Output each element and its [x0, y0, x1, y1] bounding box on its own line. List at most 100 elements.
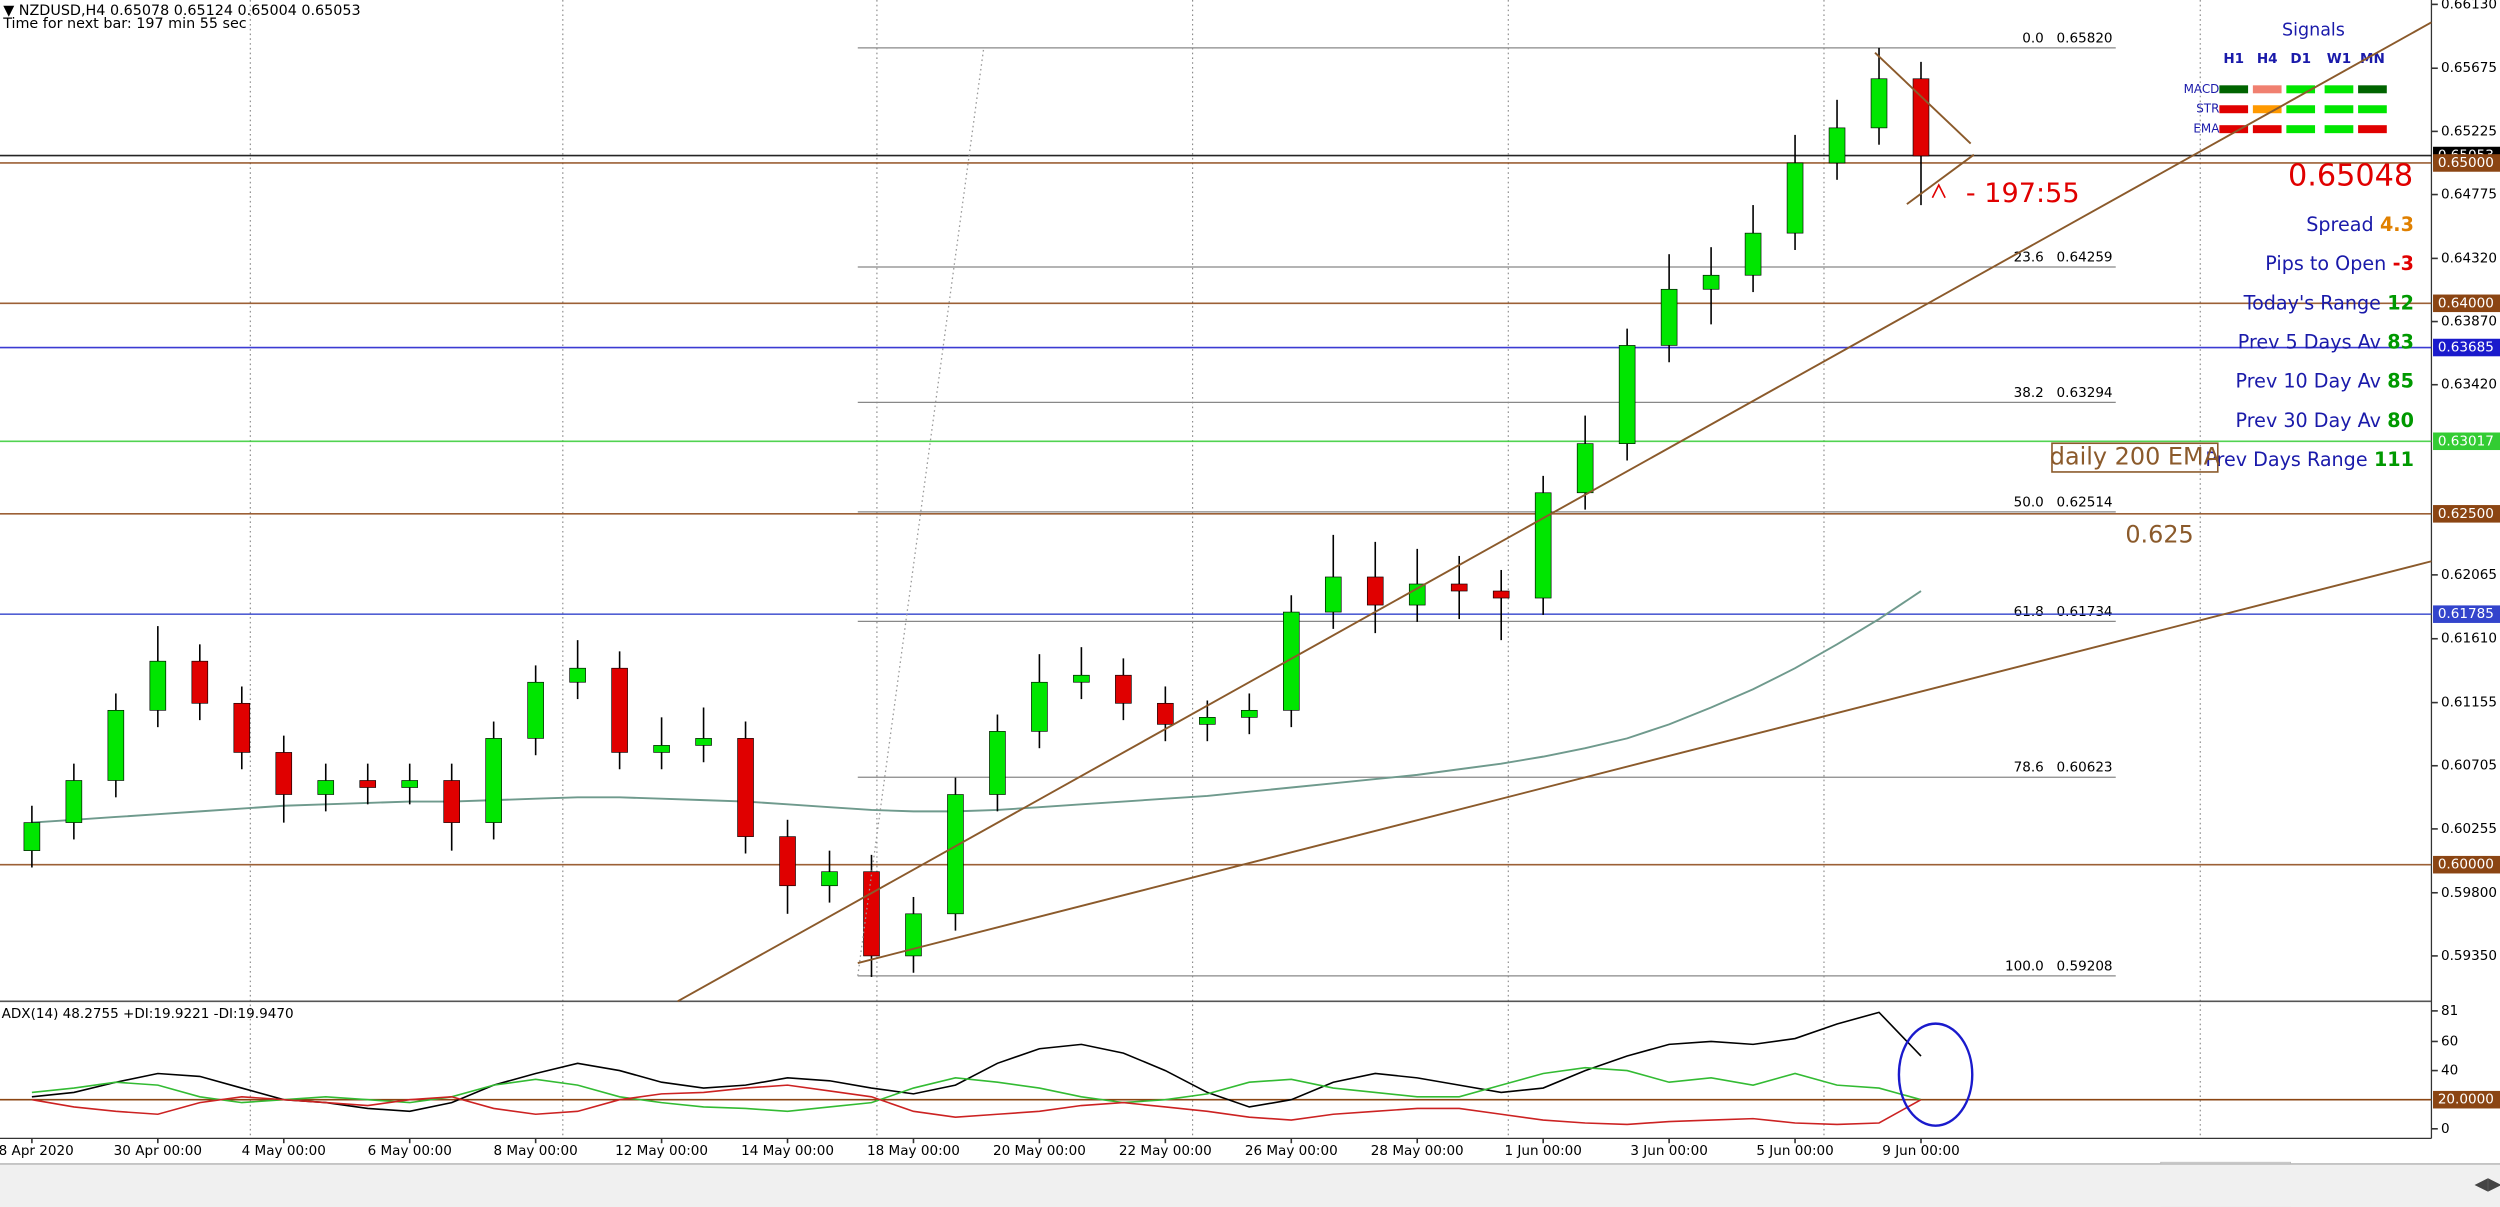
fib-price: 0.59208 — [2057, 958, 2113, 974]
y-tick-label: 81 — [2441, 1003, 2458, 1019]
signal-column: H1 — [2223, 51, 2244, 67]
candle-body — [1073, 674, 1090, 683]
y-tick-label: 40 — [2441, 1063, 2458, 1079]
fib-ratio: 78.6 — [2014, 760, 2044, 776]
signal-cell — [2252, 105, 2282, 114]
y-tick-label: 0.61610 — [2441, 631, 2497, 647]
y-tick-label: 0.59350 — [2441, 948, 2497, 964]
candle-body — [191, 660, 209, 704]
fib-price: 0.63294 — [2057, 385, 2113, 401]
x-tick-label: 1 Jun 00:00 — [1504, 1143, 1581, 1159]
signal-cell — [2252, 125, 2282, 134]
bar-timer: Time for next bar: 197 min 55 sec — [2, 16, 247, 32]
signal-column: H4 — [2257, 51, 2278, 67]
triangle-line — [1874, 51, 1972, 145]
price-tag — [2433, 294, 2500, 313]
y-tick-label: 0.66130 — [2441, 0, 2497, 12]
fib-price: 0.60623 — [2057, 760, 2113, 776]
signal-row: MACD — [2184, 82, 2220, 96]
y-tick-label: 0.65675 — [2441, 60, 2497, 76]
x-tick-label: 22 May 00:00 — [1119, 1143, 1212, 1159]
y-tick-label: 0.63420 — [2441, 377, 2497, 393]
info-value: 4.3 — [2380, 212, 2414, 235]
y-tick-label: 0.59800 — [2441, 885, 2497, 901]
info-value: -3 — [2393, 252, 2414, 275]
countdown-arrow — [1931, 183, 1946, 199]
candle-body — [233, 702, 251, 753]
info-line: Prev 5 Days Av 83 — [2238, 330, 2414, 353]
candle-body — [317, 780, 335, 795]
x-tick-label: 4 May 00:00 — [242, 1143, 326, 1159]
indicator-title: ADX(14) 48.2755 +DI:19.9221 -DI:19.9470 — [2, 1006, 294, 1022]
candle-body — [1912, 78, 1930, 157]
collapse-icon: ▼ — [3, 3, 19, 19]
candle-body — [1618, 345, 1636, 444]
candle-body — [1450, 583, 1468, 592]
x-tick-label: 3 Jun 00:00 — [1630, 1143, 1707, 1159]
candle-body — [1283, 611, 1300, 711]
y-tick-label: 0.62065 — [2441, 567, 2497, 583]
candle-body — [1031, 681, 1048, 732]
price-tag — [2433, 605, 2500, 623]
symbol-quote: NZDUSD,H4 0.65078 0.65124 0.65004 0.6505… — [19, 3, 361, 19]
info-line: Prev 30 Day Av 80 — [2236, 408, 2414, 431]
level-label: 0.625 — [2125, 521, 2193, 549]
y-tick-label: 0.64320 — [2441, 250, 2497, 266]
info-line: Today's Range 12 — [2243, 291, 2414, 314]
info-label: Prev 30 Day Av — [2236, 408, 2381, 431]
candle-body — [947, 794, 964, 915]
x-tick-label: 5 Jun 00:00 — [1756, 1143, 1833, 1159]
indicator-line — [31, 1011, 1922, 1113]
candle-body — [611, 667, 628, 753]
candle-body — [1660, 288, 1678, 346]
x-tick-label: 28 Apr 2020 — [0, 1143, 74, 1159]
candle-body — [863, 871, 880, 957]
indicator-line — [31, 1066, 1922, 1113]
candle-body — [1324, 576, 1342, 613]
candle-body — [65, 780, 83, 823]
info-line: Pips to Open -3 — [2265, 252, 2414, 275]
price-tag-label: 0.64000 — [2438, 295, 2494, 311]
info-value: 111 — [2374, 448, 2414, 471]
candle-body — [527, 681, 544, 739]
y-tick-label: 0.60255 — [2441, 821, 2497, 837]
y-tick-label: 60 — [2441, 1033, 2458, 1049]
y-tick-label: 0.64775 — [2441, 187, 2497, 203]
info-value: 85 — [2387, 369, 2414, 392]
fib-ratio: 61.8 — [2014, 604, 2044, 620]
trend-line — [857, 560, 2432, 964]
signal-cell — [2219, 125, 2249, 134]
info-label: Today's Range — [2243, 291, 2381, 314]
signal-cell — [2358, 125, 2387, 134]
x-tick-label: 18 May 00:00 — [867, 1143, 960, 1159]
y-tick-label: 0.63870 — [2441, 314, 2497, 330]
signal-cell — [2324, 125, 2354, 134]
indicator-line — [31, 1084, 1922, 1126]
countdown: - 197:55 — [1966, 178, 2080, 209]
x-tick-label: 9 Jun 00:00 — [1882, 1143, 1959, 1159]
candle-body — [1199, 717, 1216, 725]
candle-body — [569, 667, 586, 683]
chart-header: ▼ NZDUSD,H4 0.65078 0.65124 0.65004 0.65… — [3, 3, 360, 19]
candle-body — [1115, 674, 1132, 704]
candle-body — [905, 913, 922, 957]
y-tick-label: 0.65225 — [2441, 123, 2497, 139]
price-tag-label: 0.63017 — [2438, 433, 2494, 449]
price-tag-label: 0.60000 — [2438, 857, 2494, 873]
current-price: 0.65048 — [2288, 159, 2413, 194]
info-label: Pips to Open — [2265, 252, 2386, 275]
signal-cell — [2358, 105, 2387, 114]
candle-body — [1408, 583, 1426, 606]
signal-cell — [2286, 125, 2316, 134]
x-tick-label: 8 May 00:00 — [494, 1143, 578, 1159]
signal-cell — [2286, 85, 2316, 94]
info-line: Prev Days Range 111 — [2205, 448, 2414, 471]
info-value: 80 — [2387, 408, 2414, 431]
tab-scroll[interactable]: ◀▶ — [2474, 1175, 2500, 1195]
price-tag — [2433, 432, 2500, 451]
candle-body — [1492, 590, 1510, 599]
x-tick-label: 30 Apr 00:00 — [114, 1143, 202, 1159]
signal-cell — [2219, 85, 2249, 94]
